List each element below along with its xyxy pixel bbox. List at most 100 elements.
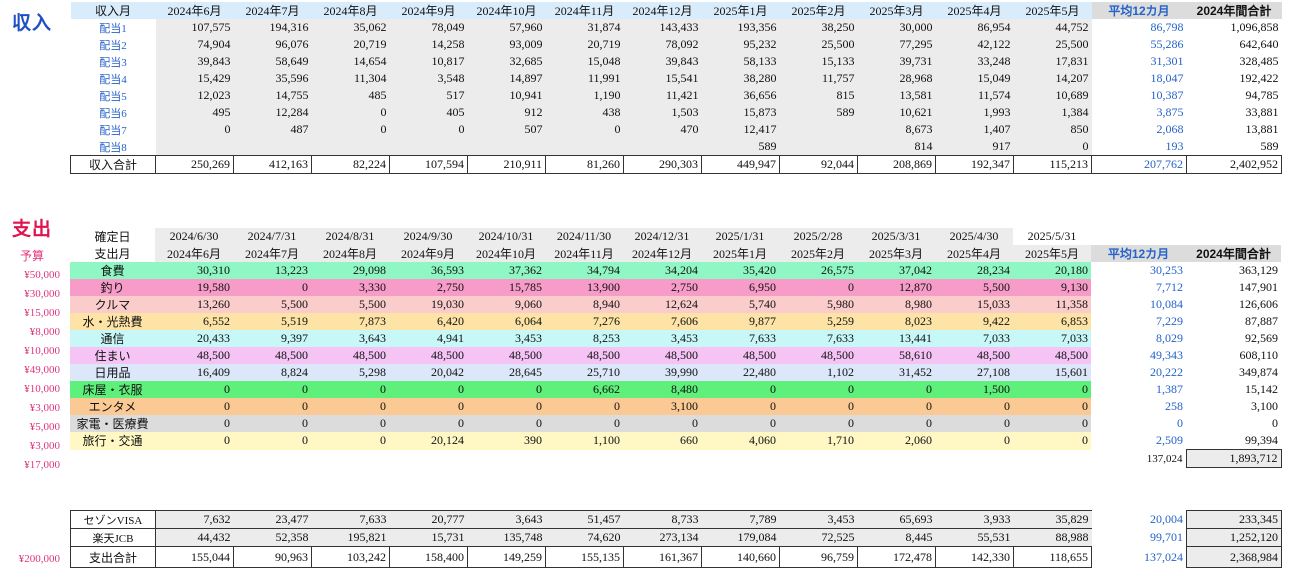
expense-avg-cell[interactable]: 2,509 <box>1156 433 1183 448</box>
expense-value-cell[interactable]: 4,941 <box>389 330 467 347</box>
income-value-cell[interactable]: 14,258 <box>389 36 468 53</box>
expense-value-cell[interactable]: 13,441 <box>857 330 935 347</box>
expense-value-cell[interactable]: 7,606 <box>623 313 701 330</box>
expense-category-label[interactable]: 釣り <box>70 279 155 296</box>
expense-avg-cell[interactable]: 0 <box>1177 416 1183 430</box>
income-header-cell[interactable]: 2024年9月 <box>389 2 468 19</box>
income-value-cell[interactable]: 58,649 <box>233 53 312 70</box>
expense-value-cell[interactable]: 7,633 <box>779 330 857 347</box>
expense-value-cell[interactable]: 9,877 <box>701 313 779 330</box>
income-total-value[interactable]: 412,163 <box>233 155 312 174</box>
expense-value-cell[interactable]: 3,330 <box>311 279 389 296</box>
expense-value-cell[interactable]: 6,420 <box>389 313 467 330</box>
income-value-cell[interactable]: 8,673 <box>857 121 936 138</box>
expense-value-cell[interactable]: 5,519 <box>233 313 311 330</box>
income-value-cell[interactable]: 15,429 <box>155 70 234 87</box>
income-value-cell[interactable]: 11,991 <box>545 70 624 87</box>
card-total-cell[interactable]: 233,345 <box>1186 510 1282 529</box>
expense-total-value[interactable]: 103,242 <box>311 546 390 568</box>
expense-value-cell[interactable]: 9,130 <box>1013 279 1091 296</box>
expense-total-cell[interactable]: 0 <box>1272 416 1278 430</box>
income-value-cell[interactable]: 405 <box>389 104 468 121</box>
expense-value-cell[interactable]: 8,253 <box>545 330 623 347</box>
card-value-cell[interactable]: 8,445 <box>857 528 936 547</box>
expense-header-cell[interactable]: 2025年1月 <box>701 245 779 262</box>
expense-value-cell[interactable]: 0 <box>779 381 857 398</box>
income-value-cell[interactable]: 517 <box>389 87 468 104</box>
expense-value-cell[interactable]: 27,108 <box>935 364 1013 381</box>
income-value-cell[interactable]: 17,831 <box>1013 53 1092 70</box>
card-value-cell[interactable]: 88,988 <box>1013 528 1092 547</box>
income-avg-cell[interactable]: 193 <box>1165 139 1184 153</box>
confirm-date-cell[interactable]: 2024/10/31 <box>467 228 545 245</box>
income-value-cell[interactable]: 14,207 <box>1013 70 1092 87</box>
income-total-value[interactable]: 210,911 <box>467 155 546 174</box>
expense-value-cell[interactable]: 0 <box>233 415 311 432</box>
expense-value-cell[interactable]: 0 <box>467 415 545 432</box>
expense-value-cell[interactable]: 48,500 <box>155 347 233 364</box>
expense-value-cell[interactable]: 48,500 <box>233 347 311 364</box>
expense-value-cell[interactable]: 8,980 <box>857 296 935 313</box>
expense-category-label[interactable]: 住まい <box>70 347 155 364</box>
income-value-cell[interactable]: 31,874 <box>545 19 624 36</box>
expense-value-cell[interactable]: 660 <box>623 432 701 450</box>
expense-value-cell[interactable]: 48,500 <box>311 347 389 364</box>
expense-value-cell[interactable]: 0 <box>233 432 311 450</box>
expense-value-cell[interactable]: 390 <box>467 432 545 450</box>
expense-value-cell[interactable]: 20,180 <box>1013 262 1091 279</box>
income-row-label[interactable]: 配当6 <box>99 107 127 120</box>
expense-value-cell[interactable]: 12,624 <box>623 296 701 313</box>
confirm-date-cell[interactable]: 2025/3/31 <box>857 228 935 245</box>
card-value-cell[interactable]: 23,477 <box>233 510 312 529</box>
expense-value-cell[interactable]: 8,824 <box>233 364 311 381</box>
income-value-cell[interactable]: 589 <box>701 138 780 156</box>
expense-value-cell[interactable]: 7,033 <box>1013 330 1091 347</box>
card-value-cell[interactable]: 72,525 <box>779 528 858 547</box>
expense-value-cell[interactable]: 0 <box>467 398 545 415</box>
expense-category-label[interactable]: 床屋・衣服 <box>70 381 155 398</box>
expense-header-cell[interactable]: 2024年11月 <box>545 245 623 262</box>
expense-total-cell[interactable]: 608,110 <box>1239 348 1278 362</box>
income-value-cell[interactable]: 1,190 <box>545 87 624 104</box>
income-value-cell[interactable]: 20,719 <box>545 36 624 53</box>
expense-category-label[interactable]: 日用品 <box>70 364 155 381</box>
income-value-cell[interactable]: 589 <box>779 104 858 121</box>
card-value-cell[interactable]: 20,777 <box>389 510 468 529</box>
card-value-cell[interactable]: 35,829 <box>1013 510 1092 529</box>
expense-value-cell[interactable]: 20,124 <box>389 432 467 450</box>
expense-avg-cell[interactable]: 10,084 <box>1150 297 1183 311</box>
income-value-cell[interactable]: 28,968 <box>857 70 936 87</box>
expense-value-cell[interactable]: 11,358 <box>1013 296 1091 313</box>
expense-value-cell[interactable]: 15,601 <box>1013 364 1091 381</box>
expense-value-cell[interactable]: 37,042 <box>857 262 935 279</box>
expense-total-value[interactable]: 155,044 <box>155 546 234 568</box>
confirm-date-cell[interactable]: 2025/4/30 <box>935 228 1013 245</box>
expense-category-label[interactable]: エンタメ <box>70 398 155 415</box>
expense-value-cell[interactable]: 31,452 <box>857 364 935 381</box>
expense-value-cell[interactable]: 58,610 <box>857 347 935 364</box>
expense-category-label[interactable]: 家電・医療費 <box>70 415 155 432</box>
expense-total-cell[interactable]: 92,569 <box>1245 331 1278 345</box>
income-total-value[interactable]: 82,224 <box>311 155 390 174</box>
expense-avg-cell[interactable]: 7,229 <box>1156 314 1183 328</box>
expense-category-label[interactable]: クルマ <box>70 296 155 313</box>
expense-header-cell[interactable]: 2024年間合計 <box>1186 245 1281 262</box>
card-label[interactable]: セゾンVISA <box>70 510 156 529</box>
expense-value-cell[interactable]: 3,453 <box>623 330 701 347</box>
income-value-cell[interactable]: 13,581 <box>857 87 936 104</box>
income-value-cell[interactable]: 10,817 <box>389 53 468 70</box>
expense-value-cell[interactable]: 2,750 <box>623 279 701 296</box>
expense-header-cell[interactable]: 平均12カ月 <box>1091 245 1186 262</box>
income-value-cell[interactable]: 912 <box>467 104 546 121</box>
income-avg-cell[interactable]: 18,047 <box>1150 71 1184 85</box>
expense-value-cell[interactable]: 35,420 <box>701 262 779 279</box>
income-value-cell[interactable]: 1,407 <box>935 121 1014 138</box>
expense-avg-cell[interactable]: 20,222 <box>1150 365 1183 379</box>
expense-value-cell[interactable]: 6,064 <box>467 313 545 330</box>
expense-value-cell[interactable]: 8,023 <box>857 313 935 330</box>
income-value-cell[interactable]: 917 <box>935 138 1014 156</box>
expense-value-cell[interactable]: 0 <box>545 398 623 415</box>
income-value-cell[interactable]: 42,122 <box>935 36 1014 53</box>
expense-value-cell[interactable]: 28,645 <box>467 364 545 381</box>
income-header-cell[interactable]: 平均12カ月 <box>1091 2 1187 19</box>
